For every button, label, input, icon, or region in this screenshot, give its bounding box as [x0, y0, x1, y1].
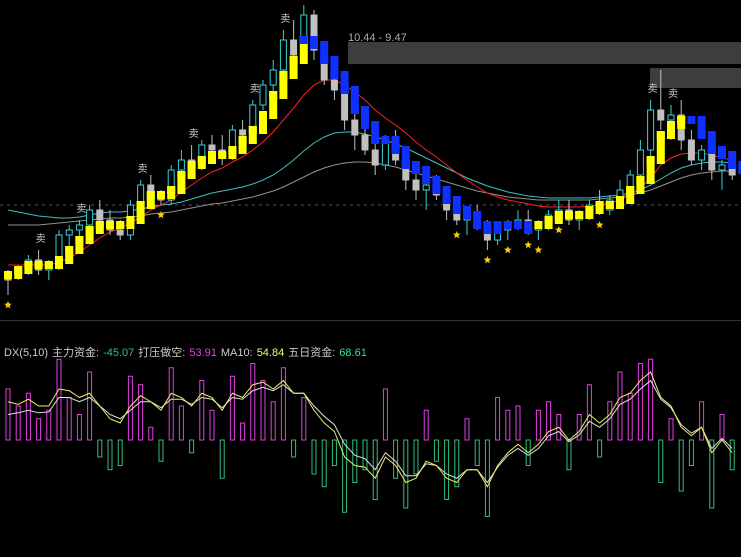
chart-container: 卖卖卖卖卖卖卖卖 10.44 - 9.47 DX(5,10)主力资金:-45.0… — [0, 0, 741, 557]
svg-text:卖: 卖 — [76, 203, 86, 215]
sub-indicator-chart[interactable] — [0, 340, 741, 555]
sub-chart-svg — [0, 340, 741, 555]
main-price-chart[interactable]: 卖卖卖卖卖卖卖卖 10.44 - 9.47 — [0, 0, 741, 320]
svg-text:卖: 卖 — [189, 128, 199, 140]
price-range-label: 10.44 - 9.47 — [348, 32, 407, 44]
svg-text:卖: 卖 — [648, 83, 658, 95]
main-chart-svg: 卖卖卖卖卖卖卖卖 — [0, 0, 741, 320]
svg-text:卖: 卖 — [280, 13, 290, 25]
svg-text:卖: 卖 — [250, 83, 260, 95]
panel-divider — [0, 320, 741, 321]
svg-text:卖: 卖 — [138, 163, 148, 175]
svg-text:卖: 卖 — [668, 88, 678, 100]
svg-text:卖: 卖 — [36, 233, 46, 245]
